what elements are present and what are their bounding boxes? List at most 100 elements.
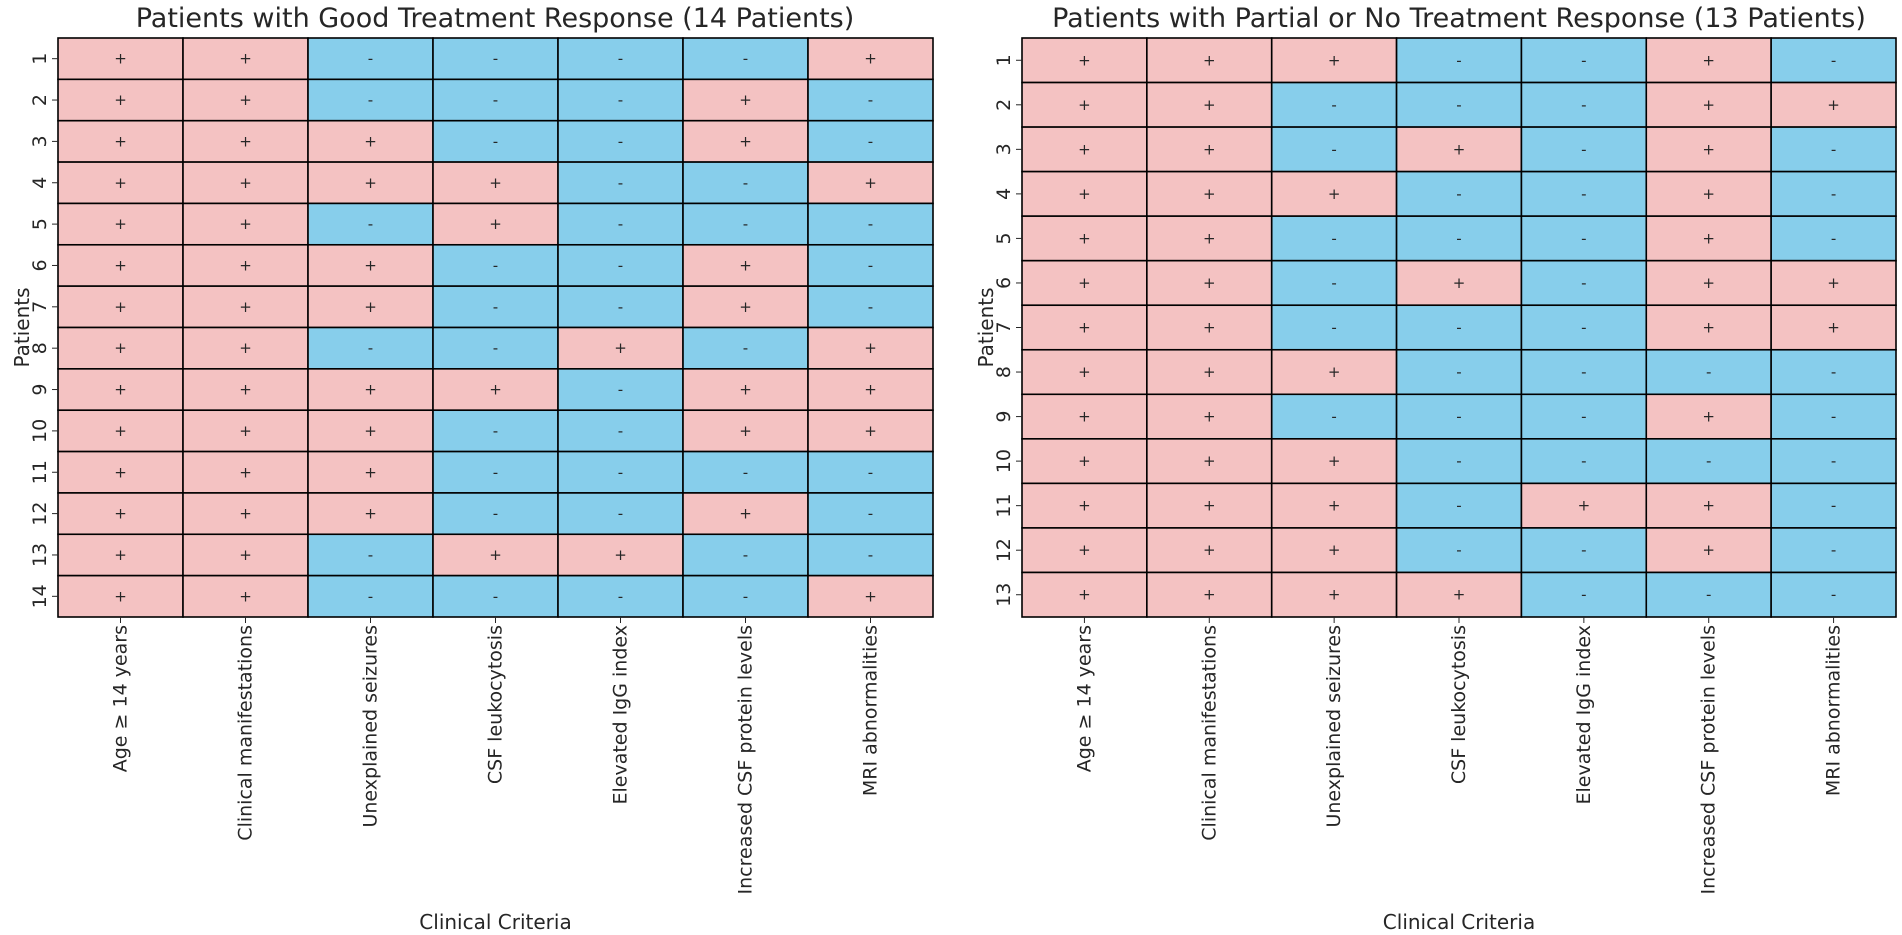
x-tick-label: CSF leukocytosis xyxy=(485,625,507,784)
cell-value: - xyxy=(1581,274,1586,292)
heatmap-cell xyxy=(807,409,934,453)
heatmap-cell xyxy=(1770,348,1897,396)
x-tick-label: Elevated IgG index xyxy=(610,625,632,805)
heatmap-cell xyxy=(807,533,934,577)
x-axis-label: Clinical Criteria xyxy=(1383,910,1535,934)
cell-value: - xyxy=(618,50,623,68)
heatmap-cell xyxy=(1146,215,1273,262)
cell-value: + xyxy=(114,546,127,564)
heatmap-cell xyxy=(307,202,434,246)
heatmap-cell xyxy=(57,409,184,453)
heatmap-cell xyxy=(1645,259,1772,307)
cell-value: + xyxy=(864,381,877,399)
heatmap-cell xyxy=(182,37,309,81)
cell-value: + xyxy=(239,50,252,68)
heatmap-cell xyxy=(807,492,934,536)
heatmap-cell xyxy=(682,450,809,494)
heatmap-cell xyxy=(307,78,434,122)
cell-value: + xyxy=(1328,497,1341,515)
cell-value: - xyxy=(1581,51,1586,69)
heatmap-cell xyxy=(307,119,434,163)
heatmap-cell xyxy=(1270,259,1398,307)
heatmap-cell xyxy=(432,450,559,494)
cell-value: + xyxy=(864,339,877,357)
heatmap-cell xyxy=(1146,259,1273,307)
x-tick-label: MRI abnormalities xyxy=(1823,625,1845,796)
cell-value: + xyxy=(1078,185,1091,203)
cell-value: + xyxy=(1702,185,1715,203)
cell-value: - xyxy=(743,215,748,233)
cell-value: + xyxy=(1702,96,1715,114)
y-axis-label: Patients xyxy=(10,287,34,367)
heatmap-cell xyxy=(1021,438,1148,485)
cell-value: + xyxy=(1328,541,1341,559)
cell-value: - xyxy=(1331,408,1336,426)
heatmap-cell xyxy=(1021,259,1148,307)
cell-value: - xyxy=(1456,319,1461,337)
cell-value: + xyxy=(364,381,377,399)
cell-value: + xyxy=(1328,452,1341,470)
heatmap-cell xyxy=(1520,527,1648,574)
cell-value: - xyxy=(868,91,873,109)
cell-value: + xyxy=(739,381,752,399)
cell-value: - xyxy=(493,50,498,68)
cell-value: + xyxy=(239,298,252,316)
heatmap-cell xyxy=(807,285,934,329)
heatmap-cell xyxy=(682,574,809,618)
cell-value: + xyxy=(864,50,877,68)
cell-value: - xyxy=(1706,363,1711,381)
heatmap-cell xyxy=(1770,527,1897,574)
cell-value: - xyxy=(743,339,748,357)
chart-title: Patients with Good Treatment Response (1… xyxy=(136,3,855,34)
cell-value: - xyxy=(868,298,873,316)
cell-value: - xyxy=(368,339,373,357)
cell-value: + xyxy=(364,256,377,274)
cell-value: + xyxy=(364,298,377,316)
cell-value: + xyxy=(239,546,252,564)
partial-response-heatmap: Patients with Partial or No Treatment Re… xyxy=(974,3,1897,934)
cell-value: - xyxy=(1456,51,1461,69)
heatmap-cell xyxy=(1146,126,1273,173)
cell-value: - xyxy=(1831,140,1836,158)
heatmap-cell xyxy=(807,326,934,370)
heatmap-cell xyxy=(1146,527,1273,574)
cell-value: + xyxy=(1453,274,1466,292)
heatmap-cell xyxy=(1270,170,1398,217)
cell-value: - xyxy=(618,132,623,150)
heatmap-cell xyxy=(307,409,434,453)
heatmap-cell xyxy=(1395,348,1523,396)
y-tick-label: 2 xyxy=(993,99,1015,111)
y-tick-label: 1 xyxy=(29,53,51,65)
cell-value: - xyxy=(1331,319,1336,337)
y-tick-label: 10 xyxy=(29,419,51,443)
cell-value: - xyxy=(1331,229,1336,247)
cell-value: + xyxy=(1203,319,1216,337)
y-tick-label: 2 xyxy=(29,94,51,106)
heatmap-cell xyxy=(1520,170,1648,217)
y-tick-label: 9 xyxy=(29,383,51,395)
cell-value: - xyxy=(1331,140,1336,158)
y-tick-label: 6 xyxy=(29,259,51,271)
cell-value: - xyxy=(1331,96,1336,114)
cell-value: + xyxy=(1078,319,1091,337)
y-tick-label: 11 xyxy=(993,494,1015,518)
cell-value: - xyxy=(743,50,748,68)
cell-value: + xyxy=(239,215,252,233)
heatmap-cell xyxy=(307,533,434,577)
heatmap-cell xyxy=(1270,215,1398,262)
y-tick-label: 8 xyxy=(29,342,51,354)
heatmap-cell xyxy=(57,161,184,205)
cell-value: + xyxy=(364,505,377,523)
heatmap-cell xyxy=(1520,482,1648,529)
cell-value: + xyxy=(1328,363,1341,381)
y-tick-label: 13 xyxy=(29,543,51,567)
heatmap-cell xyxy=(1395,126,1523,173)
heatmap-cell xyxy=(1146,393,1273,440)
cell-value: + xyxy=(1827,319,1840,337)
cell-value: - xyxy=(1831,586,1836,604)
x-tick-label: Increased CSF protein levels xyxy=(1698,625,1720,894)
cell-value: + xyxy=(864,174,877,192)
cell-value: - xyxy=(868,215,873,233)
heatmap-cell xyxy=(1645,304,1772,351)
cell-value: - xyxy=(1581,319,1586,337)
